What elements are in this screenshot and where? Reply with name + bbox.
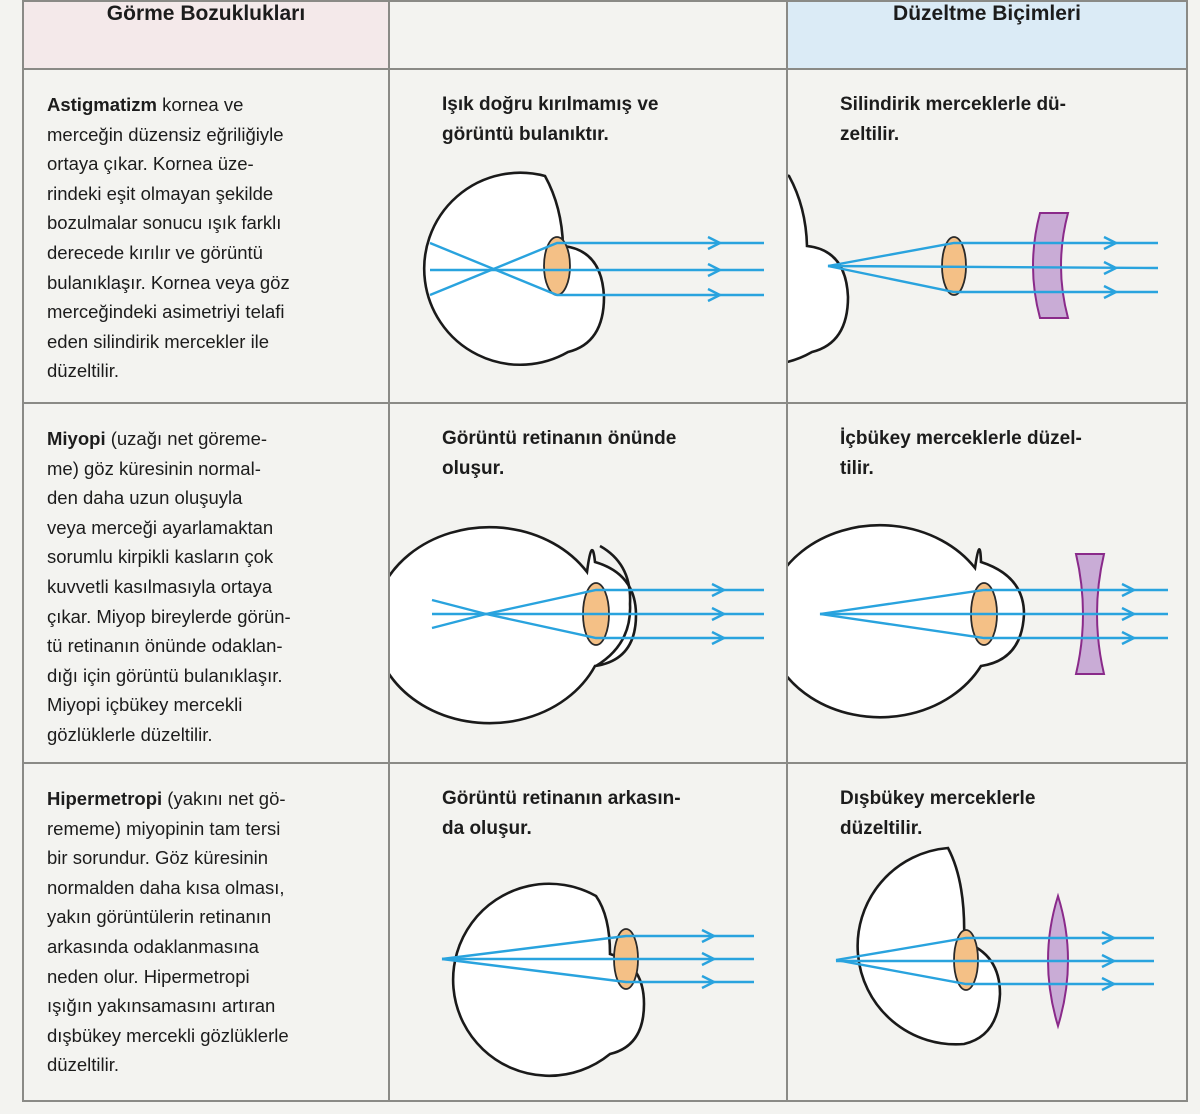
row-myopia: Miyopi (uzağı net göreme- me) göz küresi… [22,402,1188,764]
description-text: Miyopi (uzağı net göreme- me) göz küresi… [47,428,291,745]
eye-diagram-icon [835,846,1154,1046]
eye-diagram-icon [390,525,764,725]
light-ray-arrow-icon [429,235,764,303]
term-astigmatism: Astigmatizm [47,94,157,115]
header-empty [388,0,788,70]
description-cell: Hipermetropi (yakını net gö- rememe) miy… [22,762,390,1102]
light-ray-arrow-icon [431,582,764,646]
correction-caption: Dışbükey merceklerle düzeltilir. [840,788,1036,839]
row-hyperopia: Hipermetropi (yakını net gö- rememe) miy… [22,762,1188,1102]
description-cell: Astigmatizm kornea ve merceğin düzensiz … [22,68,390,404]
header-vision-disorders: Görme Bozuklukları [22,0,390,70]
problem-cell: Görüntü retinanın arkasın- da oluşur. [388,762,788,1102]
term-hyperopia: Hipermetropi [47,788,163,809]
problem-cell: Görüntü retinanın önünde oluşur. [388,402,788,764]
cylindrical-lens-icon [1032,212,1070,319]
term-myopia: Miyopi [47,428,106,449]
correction-caption: Silindirik merceklerle dü- zeltilir. [840,94,1066,145]
correction-cell: Dışbükey merceklerle düzeltilir. [786,762,1188,1102]
correction-cell: İçbükey merceklerle düzel- tilir. [786,402,1188,764]
correction-cell: Silindirik merceklerle dü- zeltilir. [786,68,1188,404]
light-ray-arrow-icon [441,928,754,990]
row-astigmatism: Astigmatizm kornea ve merceğin düzensiz … [22,68,1188,404]
problem-cell: Işık doğru kırılmamış ve görüntü bulanık… [388,68,788,404]
description-cell: Miyopi (uzağı net göreme- me) göz küresi… [22,402,390,764]
problem-caption: Görüntü retinanın arkasın- da oluşur. [442,788,681,839]
eye-diagram-icon [788,174,1159,364]
header-row: Görme Bozuklukları Düzeltme Biçimleri [22,0,1188,70]
light-ray-arrow-icon [835,930,1154,992]
correction-caption: İçbükey merceklerle düzel- tilir. [840,428,1082,479]
description-text: Hipermetropi (yakını net gö- rememe) miy… [47,788,289,1076]
eye-diagram-icon [422,171,764,367]
eye-diagram-icon [441,882,754,1078]
problem-caption: Işık doğru kırılmamış ve görüntü bulanık… [442,94,659,145]
problem-caption: Görüntü retinanın önünde oluşur. [442,428,677,479]
light-ray-arrow-icon [819,582,1168,646]
header-correction-methods: Düzeltme Biçimleri [786,0,1188,70]
description-text: Astigmatizm kornea ve merceğin düzensiz … [47,94,290,382]
light-ray-arrow-icon [827,235,1159,300]
eye-diagram-icon [788,523,1168,719]
vision-disorders-table: Görme Bozuklukları Düzeltme Biçimleri As… [22,0,1188,1102]
